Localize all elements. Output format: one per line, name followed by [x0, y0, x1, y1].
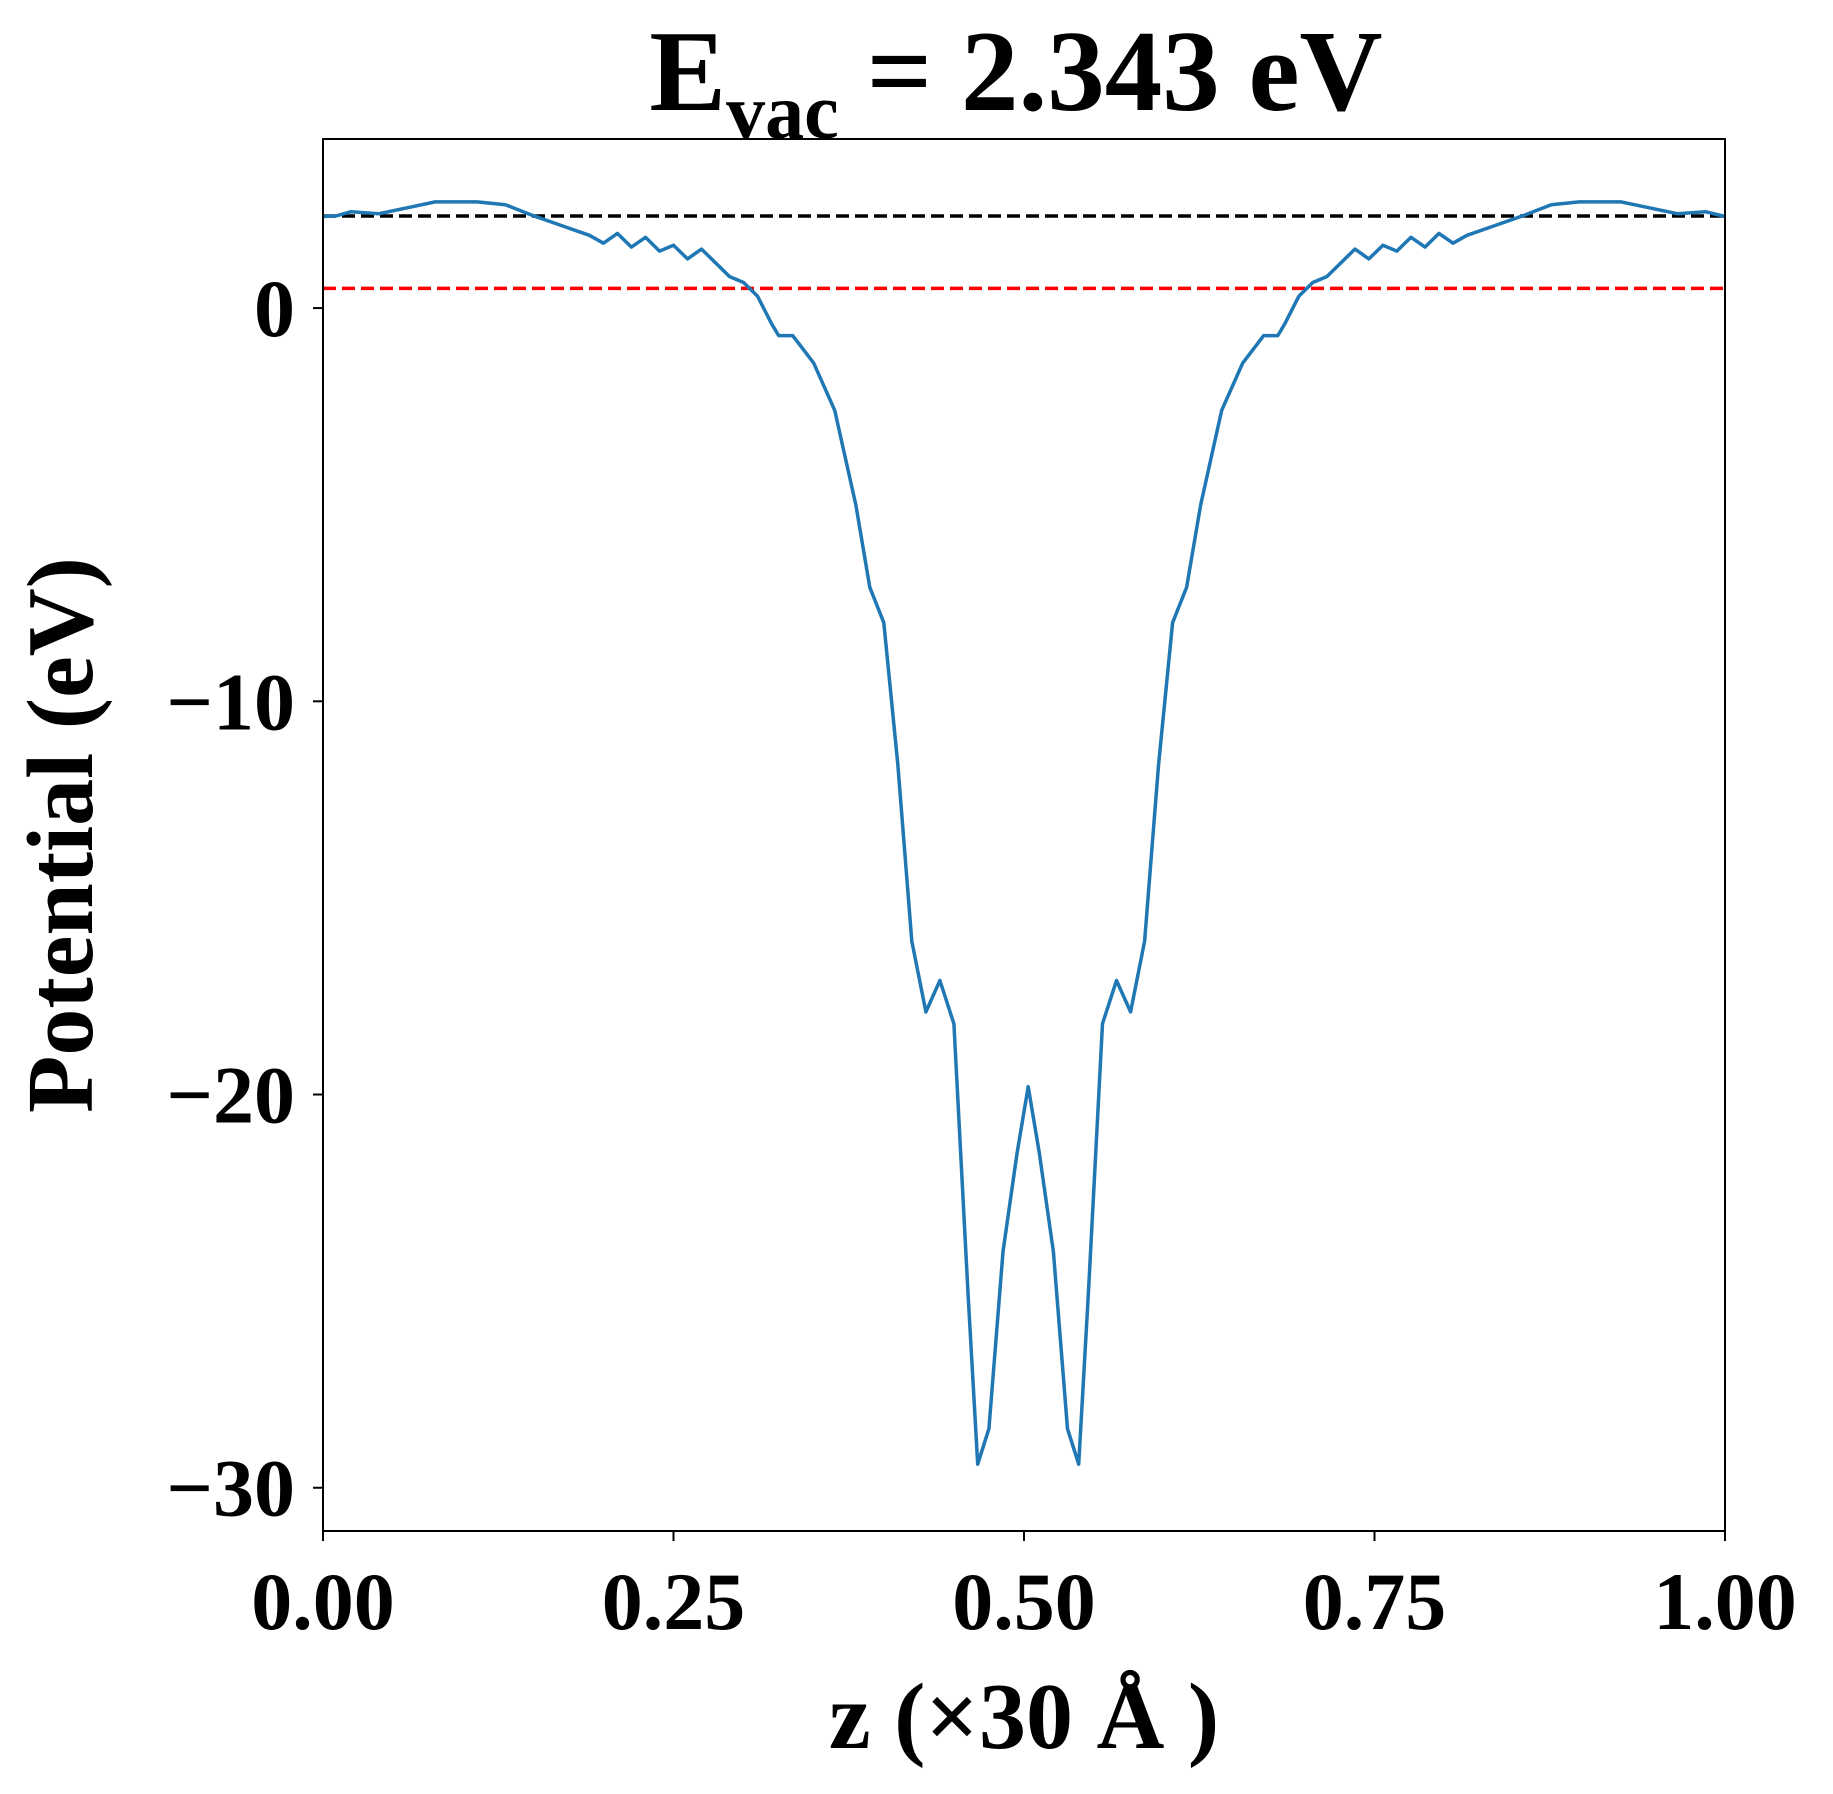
y-tick-label: 0 — [254, 263, 295, 354]
x-tick-label: 1.00 — [1653, 1556, 1797, 1647]
chart-title: Evac = 2.343 eV — [649, 8, 1382, 155]
y-tick-label: −20 — [166, 1050, 295, 1141]
y-tick-label: −10 — [166, 656, 295, 747]
x-tick-label: 0.00 — [251, 1556, 395, 1647]
title-rest: = 2.343 eV — [867, 8, 1383, 135]
data-line — [322, 200, 1726, 1466]
title-main: E — [649, 8, 726, 135]
x-tick-label: 0.50 — [952, 1556, 1096, 1647]
y-axis-label: Potential (eV) — [9, 557, 113, 1113]
x-tick-label: 0.75 — [1303, 1556, 1447, 1647]
x-tick-label: 0.25 — [602, 1556, 746, 1647]
x-axis-label: z (×30 Å ) — [829, 1665, 1219, 1769]
plot-frame — [322, 138, 1726, 1532]
title-sub: vac — [726, 68, 839, 155]
y-tick-label: −30 — [166, 1443, 295, 1534]
